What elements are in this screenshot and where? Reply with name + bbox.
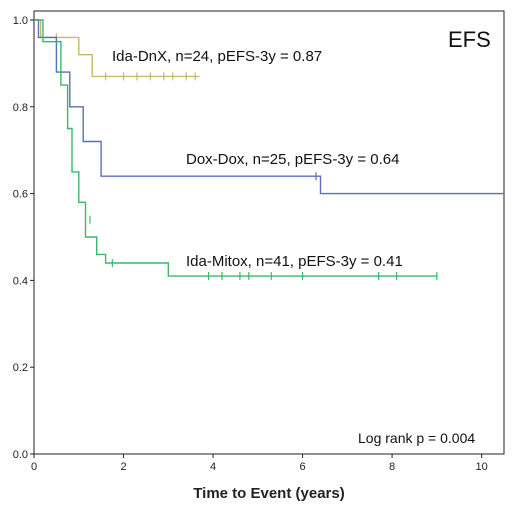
series-line-ida-dnx — [34, 19, 200, 78]
series-line-ida-mitox — [34, 19, 437, 277]
chart-title: EFS — [448, 27, 491, 52]
y-tick-label: 0.4 — [13, 275, 28, 287]
series-label-ida-dnx: Ida-DnX, n=24, pEFS-3y = 0.87 — [112, 48, 322, 65]
x-tick-label: 8 — [389, 461, 395, 473]
x-axis-label: Time to Event (years) — [193, 485, 344, 502]
series-line-dox-dox — [34, 19, 504, 195]
x-axis: 0 2 4 6 8 10 — [31, 454, 488, 473]
y-tick-label: 1.0 — [13, 15, 28, 27]
y-axis: 0.0 0.2 0.4 0.6 0.8 1.0 — [13, 15, 34, 461]
x-tick-label: 2 — [120, 461, 126, 473]
y-tick-label: 0.8 — [13, 102, 28, 114]
y-tick-label: 0.0 — [13, 449, 28, 461]
y-tick-label: 0.2 — [13, 362, 28, 374]
x-tick-label: 6 — [300, 461, 306, 473]
plot-frame — [33, 10, 505, 455]
series-label-ida-mitox: Ida-Mitox, n=41, pEFS-3y = 0.41 — [186, 253, 403, 270]
x-tick-label: 4 — [210, 461, 216, 473]
y-tick-label: 0.6 — [13, 189, 28, 201]
logrank-footnote: Log rank p = 0.004 — [358, 430, 475, 446]
x-tick-label: 10 — [475, 461, 487, 473]
series-layer — [34, 19, 504, 281]
x-tick-label: 0 — [31, 461, 37, 473]
series-label-dox-dox: Dox-Dox, n=25, pEFS-3y = 0.64 — [186, 151, 399, 168]
